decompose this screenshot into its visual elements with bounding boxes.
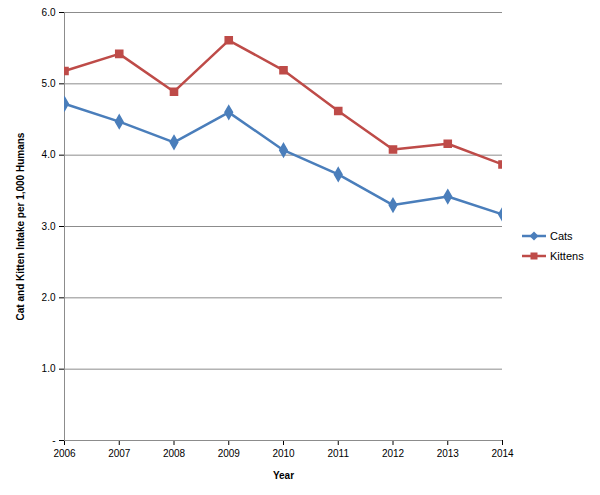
svg-text:2012: 2012	[382, 448, 405, 459]
svg-text:Cat and Kitten Intake per 1,00: Cat and Kitten Intake per 1,000 Humans	[15, 132, 26, 320]
svg-text:2014: 2014	[491, 448, 514, 459]
svg-text:5.0: 5.0	[42, 78, 56, 89]
svg-text:2006: 2006	[53, 448, 76, 459]
svg-text:Year: Year	[273, 470, 294, 481]
html-text:Kittens: Kittens	[550, 250, 584, 262]
svg-text:2008: 2008	[163, 448, 186, 459]
svg-text:-: -	[52, 435, 55, 446]
html-text:Cats: Cats	[550, 230, 573, 242]
svg-text:4.0: 4.0	[42, 149, 56, 160]
svg-text:2010: 2010	[272, 448, 295, 459]
svg-text:6.0: 6.0	[42, 7, 56, 18]
svg-text:2007: 2007	[108, 448, 131, 459]
svg-text:3.0: 3.0	[42, 221, 56, 232]
svg-text:2009: 2009	[218, 448, 241, 459]
svg-text:2.0: 2.0	[42, 292, 56, 303]
svg-text:2013: 2013	[437, 448, 460, 459]
svg-text:2011: 2011	[327, 448, 349, 459]
svg-text:1.0: 1.0	[42, 363, 56, 374]
